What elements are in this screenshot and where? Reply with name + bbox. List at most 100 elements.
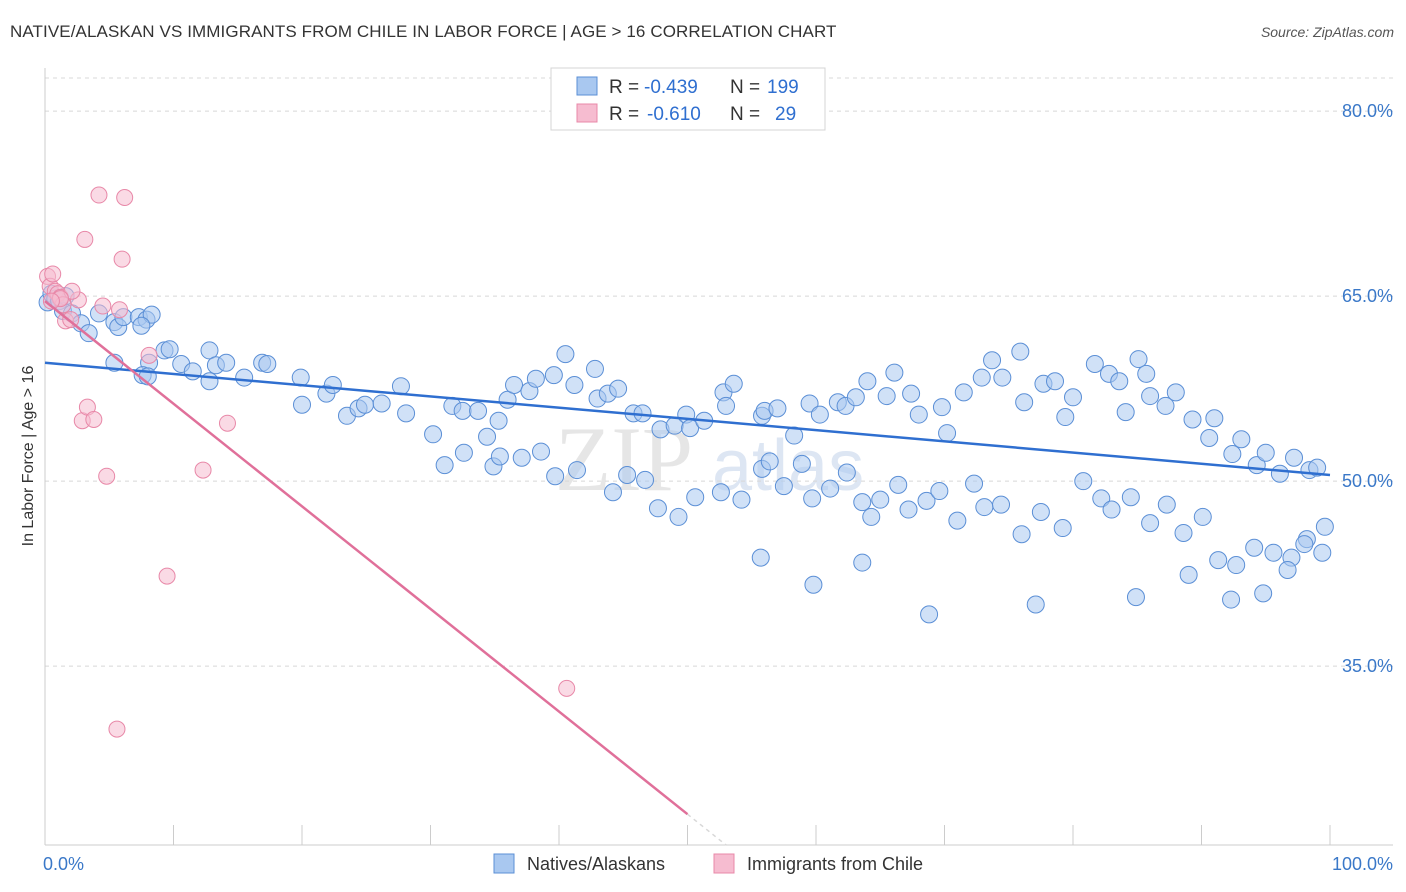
data-point-natives xyxy=(1157,495,1176,514)
data-point-natives xyxy=(544,366,563,385)
data-point-chile xyxy=(42,292,60,310)
data-point-natives xyxy=(1085,355,1104,373)
legend-swatch-natives xyxy=(576,76,598,96)
data-point-natives xyxy=(648,499,667,518)
data-point-natives xyxy=(489,411,508,430)
chart-title: NATIVE/ALASKAN VS IMMIGRANTS FROM CHILE … xyxy=(10,22,837,41)
data-point-natives xyxy=(1313,543,1332,562)
bottom-legend-swatch-chile xyxy=(713,853,735,874)
data-point-natives xyxy=(235,368,254,387)
data-point-chile xyxy=(98,467,116,485)
data-point-chile xyxy=(111,301,129,319)
data-point-natives xyxy=(478,427,497,446)
data-point-natives xyxy=(567,461,586,480)
data-point-natives xyxy=(862,507,881,526)
series-chile-points xyxy=(39,186,576,738)
x-tick-labels: 0.0% 100.0% xyxy=(43,854,1393,874)
data-point-natives xyxy=(965,474,984,493)
data-point-natives xyxy=(505,375,524,394)
y-tick-label: 80.0% xyxy=(1342,101,1393,121)
legend-r-label: R = xyxy=(609,77,639,98)
bottom-legend: Natives/Alaskans Immigrants from Chile xyxy=(493,853,923,874)
data-point-natives xyxy=(803,489,822,508)
data-point-natives xyxy=(355,395,374,414)
data-point-natives xyxy=(585,359,604,378)
data-point-natives xyxy=(490,447,509,466)
data-point-natives xyxy=(1012,525,1031,544)
data-point-chile xyxy=(90,186,108,204)
legend-n-value: 29 xyxy=(775,104,796,125)
trend-line-natives xyxy=(44,361,1331,477)
data-point-chile xyxy=(85,411,103,428)
data-point-natives xyxy=(877,387,896,406)
data-point-natives xyxy=(917,491,936,510)
data-point-natives xyxy=(603,483,622,502)
bottom-legend-natives: Natives/Alaskans xyxy=(527,854,665,874)
data-point-natives xyxy=(1156,396,1175,415)
data-point-natives xyxy=(1011,342,1030,361)
y-axis-label: In Labor Force | Age > 16 xyxy=(20,366,37,547)
data-point-natives xyxy=(1015,393,1034,412)
data-point-natives xyxy=(1053,519,1072,538)
data-point-natives xyxy=(424,425,443,444)
data-point-natives xyxy=(454,443,473,462)
bottom-legend-swatch-natives xyxy=(493,853,515,874)
legend-r-value: -0.610 xyxy=(647,104,701,125)
legend-n-label: N = xyxy=(730,77,760,98)
data-point-natives xyxy=(1121,488,1140,507)
data-point-natives xyxy=(469,401,488,420)
data-point-natives xyxy=(258,355,277,373)
data-point-natives xyxy=(372,394,391,413)
data-point-natives xyxy=(1205,409,1224,428)
data-point-natives xyxy=(132,316,151,335)
data-point-natives xyxy=(885,363,904,382)
x-tick-label: 0.0% xyxy=(43,854,84,874)
data-point-chile xyxy=(44,265,62,283)
data-point-natives xyxy=(1278,560,1297,579)
legend-r-value: -0.439 xyxy=(644,77,698,98)
data-point-natives xyxy=(526,369,545,388)
data-point-natives xyxy=(889,475,908,494)
data-point-natives xyxy=(1270,464,1289,483)
data-point-natives xyxy=(717,396,736,415)
data-point-natives xyxy=(853,493,872,512)
data-point-natives xyxy=(972,368,991,387)
data-point-chile xyxy=(76,230,94,248)
data-point-chile xyxy=(194,461,212,479)
data-point-chile xyxy=(94,297,112,315)
data-point-natives xyxy=(1126,588,1145,607)
data-point-chile xyxy=(140,346,158,364)
x-tick-label: 100.0% xyxy=(1332,854,1393,874)
data-point-natives xyxy=(1308,458,1327,477)
data-point-natives xyxy=(556,345,575,364)
legend-n-label: N = xyxy=(730,104,760,125)
data-point-natives xyxy=(669,507,688,526)
data-point-natives xyxy=(1141,514,1160,533)
data-point-natives xyxy=(930,482,949,501)
data-point-natives xyxy=(532,442,551,461)
data-point-chile xyxy=(558,679,576,697)
y-tick-label: 65.0% xyxy=(1342,286,1393,306)
data-point-natives xyxy=(1166,383,1185,402)
bottom-legend-chile: Immigrants from Chile xyxy=(747,854,923,874)
data-point-natives xyxy=(1223,445,1242,464)
data-point-natives xyxy=(636,470,655,489)
data-point-natives xyxy=(293,395,311,414)
data-point-natives xyxy=(954,383,973,402)
data-point-natives xyxy=(1046,372,1065,391)
data-point-natives xyxy=(902,384,921,403)
data-point-natives xyxy=(909,405,928,424)
data-point-natives xyxy=(983,351,1002,370)
data-point-natives xyxy=(1141,387,1160,406)
data-point-natives xyxy=(920,605,939,624)
data-point-natives xyxy=(565,375,584,394)
data-point-natives xyxy=(821,479,840,498)
data-point-natives xyxy=(948,511,967,530)
y-tick-labels: 35.0% 50.0% 65.0% 80.0% xyxy=(1342,101,1393,676)
data-point-natives xyxy=(975,498,994,517)
trend-lines xyxy=(44,300,1331,846)
data-point-natives xyxy=(142,305,161,324)
data-point-natives xyxy=(1116,403,1135,422)
data-point-natives xyxy=(858,372,877,391)
